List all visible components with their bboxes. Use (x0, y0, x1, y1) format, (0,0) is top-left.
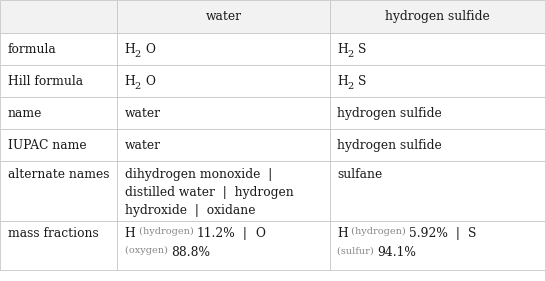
Text: water: water (205, 10, 241, 23)
Text: H: H (125, 227, 136, 240)
Text: H: H (125, 75, 136, 88)
Text: 2: 2 (135, 50, 141, 59)
Text: 94.1%: 94.1% (377, 246, 416, 259)
Bar (0, 161, 117, 221)
Bar (330, 129, 545, 161)
Bar (117, 221, 330, 270)
Text: 5.92%: 5.92% (409, 227, 448, 240)
Bar (117, 65, 330, 97)
Text: dihydrogen monoxide  |
distilled water  |  hydrogen
hydroxide  |  oxidane: dihydrogen monoxide | distilled water | … (125, 168, 294, 217)
Bar (330, 161, 545, 221)
Text: water: water (125, 107, 161, 120)
Text: hydrogen sulfide: hydrogen sulfide (337, 107, 442, 120)
Bar (0, 65, 117, 97)
Text: 88.8%: 88.8% (171, 246, 210, 259)
Text: 2: 2 (347, 50, 353, 59)
Text: S: S (358, 75, 366, 88)
Bar (330, 221, 545, 270)
Bar (330, 33, 545, 65)
Text: formula: formula (8, 43, 56, 56)
Bar (330, 0, 545, 33)
Text: O: O (255, 227, 265, 240)
Bar (117, 97, 330, 129)
Text: H: H (337, 75, 348, 88)
Text: Hill formula: Hill formula (8, 75, 83, 88)
Text: |: | (235, 227, 255, 240)
Text: O: O (146, 43, 155, 56)
Text: 2: 2 (347, 82, 353, 91)
Text: (hydrogen): (hydrogen) (136, 227, 196, 236)
Text: (oxygen): (oxygen) (125, 246, 171, 255)
Bar (0, 129, 117, 161)
Text: 11.2%: 11.2% (196, 227, 235, 240)
Text: IUPAC name: IUPAC name (8, 139, 86, 152)
Bar (0, 97, 117, 129)
Text: 2: 2 (135, 82, 141, 91)
Text: (hydrogen): (hydrogen) (348, 227, 409, 236)
Bar (0, 221, 117, 270)
Text: hydrogen sulfide: hydrogen sulfide (337, 139, 442, 152)
Bar (330, 97, 545, 129)
Text: S: S (358, 43, 366, 56)
Text: |: | (448, 227, 468, 240)
Text: H: H (337, 227, 348, 240)
Bar (117, 129, 330, 161)
Text: S: S (468, 227, 476, 240)
Text: (sulfur): (sulfur) (337, 246, 377, 255)
Text: sulfane: sulfane (337, 168, 383, 181)
Text: mass fractions: mass fractions (8, 227, 99, 240)
Text: alternate names: alternate names (8, 168, 109, 181)
Text: H: H (337, 43, 348, 56)
Bar (117, 33, 330, 65)
Text: hydrogen sulfide: hydrogen sulfide (385, 10, 490, 23)
Bar (0, 0, 117, 33)
Bar (0, 33, 117, 65)
Bar (117, 0, 330, 33)
Bar (330, 65, 545, 97)
Bar (117, 161, 330, 221)
Text: water: water (125, 139, 161, 152)
Text: H: H (125, 43, 136, 56)
Text: name: name (8, 107, 42, 120)
Text: O: O (146, 75, 155, 88)
